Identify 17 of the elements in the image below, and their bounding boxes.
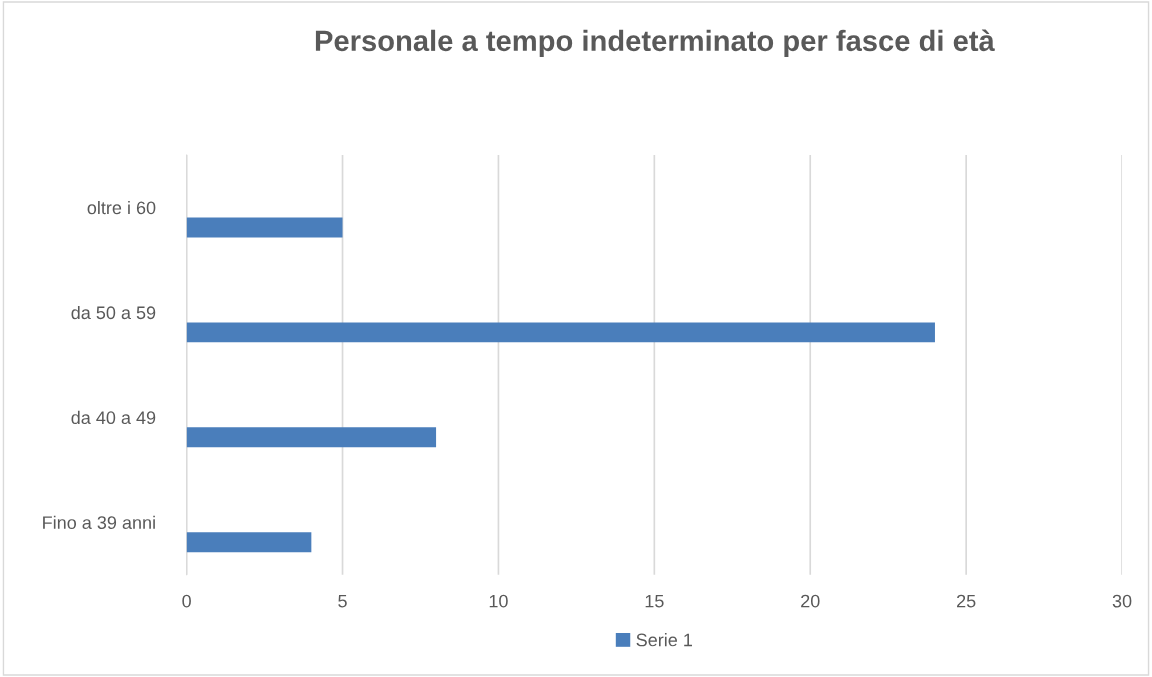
y-tick-label: Fino a 39 anni	[43, 515, 155, 530]
bar	[186, 532, 312, 553]
bar	[186, 322, 935, 343]
y-tick-label: oltre i 60	[87, 200, 156, 215]
x-tick-label: 15	[645, 594, 664, 608]
bar	[186, 427, 437, 448]
y-tick-label: da 50 a 59	[71, 305, 156, 320]
bar	[186, 217, 343, 238]
x-tick-label: 20	[801, 594, 820, 608]
y-tick-label: da 40 a 49	[71, 410, 156, 425]
x-tick-label: 10	[489, 594, 508, 608]
legend-label: Serie 1	[636, 633, 692, 647]
chart-title: Personale a tempo indeterminato per fasce di età	[315, 29, 995, 57]
x-tick-label: 25	[957, 594, 976, 608]
x-tick-label: 5	[338, 594, 347, 608]
x-tick-label: 0	[182, 594, 191, 608]
x-tick-label: 30	[1112, 594, 1132, 608]
